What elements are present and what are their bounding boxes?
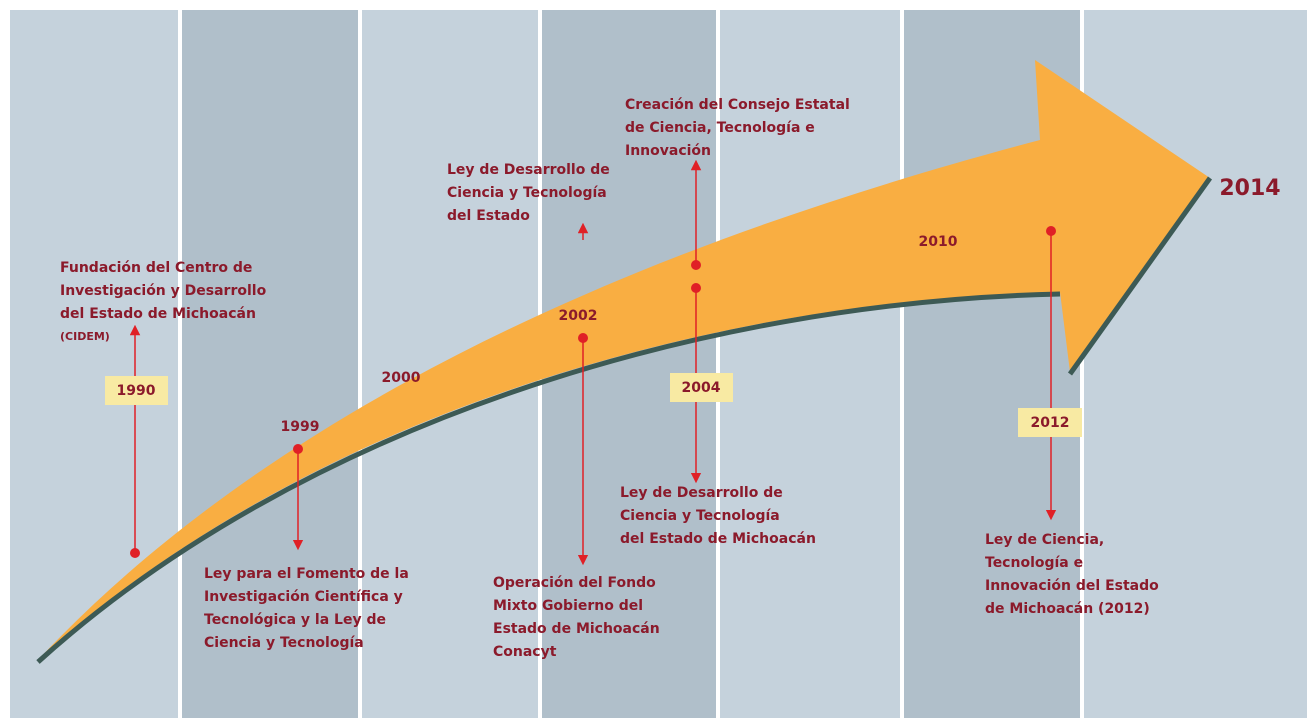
- connectors: [129, 159, 1057, 566]
- event-text: Operación del Fondo: [493, 575, 656, 591]
- event-text: Ley de Ciencia,: [985, 532, 1104, 548]
- year: 1990: [117, 383, 156, 399]
- year: 1999: [281, 419, 320, 435]
- year: 2010: [919, 234, 958, 250]
- event-text: Tecnología e: [985, 555, 1083, 571]
- events: Fundación del Centro de Investigación y D…: [60, 97, 1159, 660]
- event-text: Innovación: [625, 143, 711, 159]
- year-boxes: [105, 373, 1082, 437]
- event-text: del Estado de Michoacán: [620, 531, 816, 547]
- event-text: del Estado de Michoacán: [60, 306, 256, 322]
- event-text: Ciencia y Tecnología: [620, 508, 780, 524]
- event-text: Investigación Científica y: [204, 589, 403, 605]
- event-text: de Ciencia, Tecnología e: [625, 120, 815, 136]
- event-text: Fundación del Centro de: [60, 260, 252, 276]
- event-text: Innovación del Estado: [985, 578, 1159, 594]
- event-text: Conacyt: [493, 644, 557, 660]
- event-text: Ciencia y Tecnología: [447, 185, 607, 201]
- arrow: [36, 60, 1213, 664]
- event-text: de Michoacán (2012): [985, 601, 1150, 617]
- event-text: Ley de Desarrollo de: [447, 162, 610, 178]
- year: 2014: [1219, 176, 1280, 201]
- year: 2004: [682, 380, 721, 396]
- year: 2002: [559, 308, 598, 324]
- event-text: Investigación y Desarrollo: [60, 283, 267, 299]
- event-text: (CIDEM): [60, 330, 110, 343]
- event-text: Ley para el Fomento de la: [204, 566, 409, 582]
- event-text: Ciencia y Tecnología: [204, 635, 364, 651]
- year: 2000: [382, 370, 421, 386]
- event-text: Estado de Michoacán: [493, 621, 660, 637]
- event-text: Tecnológica y la Ley de: [204, 612, 386, 628]
- event-text: del Estado: [447, 208, 530, 224]
- year: 2012: [1031, 415, 1070, 431]
- event-text: Ley de Desarrollo de: [620, 485, 783, 501]
- event-text: Mixto Gobierno del: [493, 598, 643, 614]
- event-text: Creación del Consejo Estatal: [625, 97, 850, 113]
